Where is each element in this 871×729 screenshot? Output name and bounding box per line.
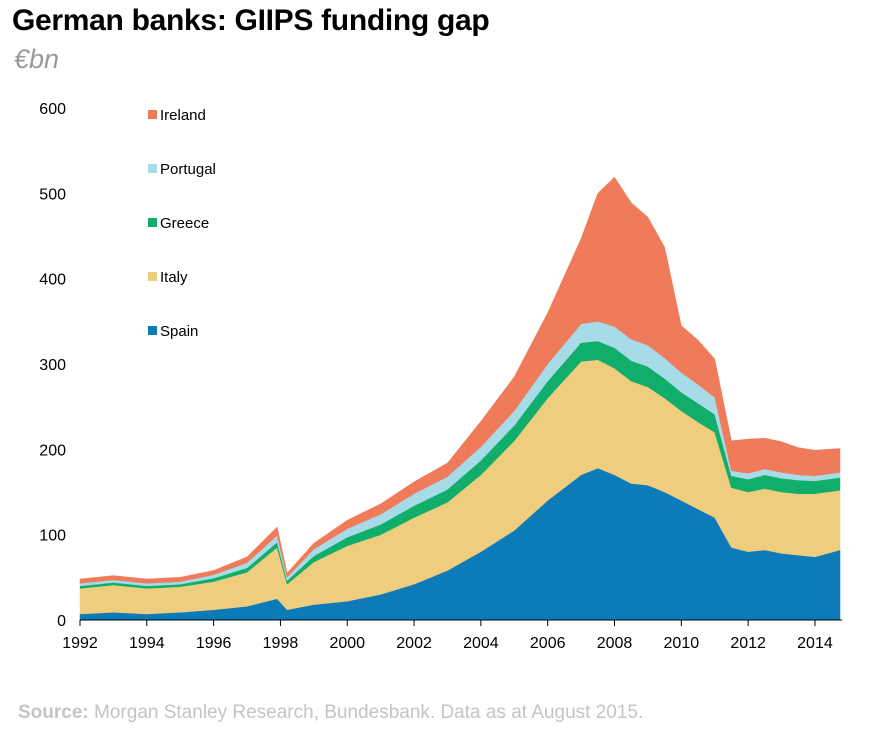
y-tick-label: 0 [57, 613, 66, 630]
legend-swatch-greece [148, 218, 157, 227]
legend-label-italy: Italy [160, 269, 188, 286]
y-tick-label: 500 [39, 186, 66, 203]
x-tick-label: 2004 [463, 635, 499, 652]
x-tick-label: 2014 [797, 635, 833, 652]
legend: Ireland Portugal Greece Italy Spain [148, 107, 216, 340]
area-ireland [79, 176, 841, 584]
x-tick-label: 2008 [597, 635, 633, 652]
y-tick-label: 200 [39, 442, 66, 459]
legend-label-greece: Greece [160, 215, 209, 232]
source-text: Morgan Stanley Research, Bundesbank. Dat… [88, 702, 644, 723]
legend-swatch-portugal [148, 164, 157, 173]
x-tick-label: 2002 [396, 635, 432, 652]
y-tick-label: 300 [39, 357, 66, 374]
legend-swatch-italy [148, 272, 157, 281]
series-areas [79, 176, 841, 621]
x-tick-label: 2010 [664, 635, 700, 652]
x-tick-label: 2006 [530, 635, 566, 652]
axes: 0 100 200 300 400 500 600 1992 1994 1996 1998 2000 2… [39, 101, 842, 652]
source-label: Source: [18, 702, 89, 723]
legend-swatch-spain [148, 326, 157, 335]
x-tick-label: 1998 [263, 635, 299, 652]
legend-label-spain: Spain [160, 323, 198, 340]
y-tick-label: 100 [39, 528, 66, 545]
source-note: Source: Morgan Stanley Research, Bundesb… [18, 702, 643, 724]
legend-swatch-ireland [148, 110, 157, 119]
x-tick-label: 1992 [62, 635, 98, 652]
x-tick-label: 1996 [196, 635, 232, 652]
x-tick-label: 2000 [329, 635, 365, 652]
chart-title: German banks: GIIPS funding gap [12, 4, 490, 37]
legend-label-ireland: Ireland [160, 107, 206, 124]
legend-label-portugal: Portugal [160, 161, 216, 178]
x-tick-label: 2012 [730, 635, 766, 652]
x-tick-label: 1994 [129, 635, 165, 652]
y-tick-label: 400 [39, 272, 66, 289]
y-tick-label: 600 [39, 101, 66, 118]
chart-subtitle: €bn [14, 44, 60, 74]
